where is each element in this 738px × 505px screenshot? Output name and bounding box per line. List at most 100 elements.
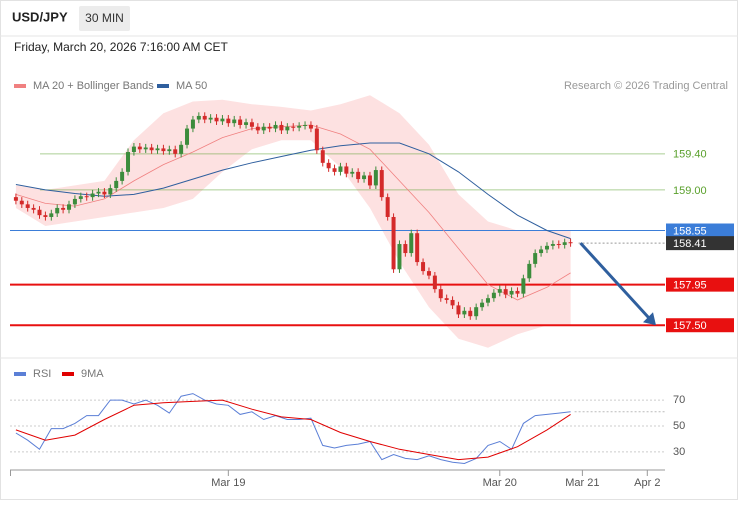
candle-body	[155, 148, 160, 151]
candle-body	[314, 128, 319, 151]
candle-body	[19, 200, 24, 205]
candle-body	[527, 263, 532, 279]
candle-body	[13, 197, 18, 201]
indicator-line	[15, 393, 571, 465]
candle-body	[444, 298, 449, 300]
candle-body	[196, 115, 201, 120]
candle-body	[568, 242, 573, 244]
level-label-box	[666, 223, 734, 238]
x-tick-label: Mar 21	[565, 477, 599, 489]
forecast-arrow	[579, 242, 653, 322]
datetime: Friday, March 20, 2026 7:16:00 AM CET	[14, 40, 229, 54]
candle-body	[468, 310, 473, 317]
symbol: USD/JPY	[12, 9, 68, 24]
level-label: 159.40	[673, 149, 707, 161]
candle-body	[273, 124, 278, 129]
candle-body	[344, 166, 349, 174]
candle-body	[61, 207, 66, 210]
candle-body	[320, 150, 325, 163]
candle-body	[432, 275, 437, 290]
candle-body	[415, 233, 420, 263]
candle-body	[120, 171, 125, 181]
candle-body	[255, 126, 260, 131]
candle-body	[539, 249, 544, 254]
candle-body	[385, 197, 390, 217]
candle-body	[556, 244, 561, 246]
level-label: 158.41	[673, 238, 707, 250]
legend-swatch	[157, 84, 169, 88]
candle-body	[544, 245, 549, 250]
candle-body	[37, 209, 42, 216]
candle-body	[562, 242, 567, 245]
indicator-line	[15, 399, 571, 461]
interval-box[interactable]	[79, 6, 130, 31]
candle-body	[72, 198, 77, 205]
candle-body	[308, 124, 313, 129]
candle-body	[161, 148, 166, 152]
candle-body	[49, 213, 54, 217]
candle-body	[244, 122, 249, 125]
candle-body	[78, 196, 83, 199]
y-tick-label: 30	[673, 446, 685, 458]
candle-body	[261, 126, 266, 131]
x-tick-label: Mar 20	[483, 477, 517, 489]
candle-body	[102, 191, 107, 195]
candle-body	[202, 115, 207, 120]
level-label-box	[666, 277, 734, 292]
y-tick-label: 50	[673, 420, 685, 432]
candle-body	[503, 289, 508, 295]
candle-body	[474, 307, 479, 317]
candle-body	[167, 149, 172, 152]
candle-body	[126, 152, 131, 172]
candle-body	[238, 119, 243, 125]
forecast-arrowhead	[643, 312, 656, 326]
candle-body	[450, 299, 455, 306]
candle-body	[462, 310, 467, 315]
candle-body	[409, 233, 414, 254]
candle-body	[491, 292, 496, 299]
candle-body	[185, 128, 190, 145]
level-label: 158.55	[673, 225, 707, 237]
candle-body	[515, 290, 520, 294]
candle-body	[143, 147, 148, 150]
credit: Research © 2026 Trading Central	[564, 80, 728, 92]
ma-line	[15, 142, 571, 240]
candle-body	[456, 305, 461, 315]
candle-body	[332, 168, 337, 172]
candle-body	[25, 204, 30, 208]
candle-body	[303, 124, 308, 126]
candle-body	[509, 290, 514, 295]
legend-label: MA 50	[176, 80, 207, 92]
legend-swatch	[62, 372, 74, 376]
candle-body	[485, 298, 490, 303]
candle-body	[108, 188, 113, 195]
candle-body	[291, 126, 296, 128]
candle-body	[279, 124, 284, 131]
candle-body	[55, 207, 60, 214]
candle-body	[67, 204, 72, 210]
candle-body	[533, 253, 538, 264]
legend-swatch	[14, 372, 26, 376]
candle-body	[131, 146, 136, 153]
candle-body	[31, 207, 36, 210]
level-label: 157.50	[673, 320, 707, 332]
candle-body	[397, 244, 402, 270]
x-tick-label: Mar 19	[211, 477, 245, 489]
candle-body	[497, 289, 502, 293]
candle-body	[190, 119, 195, 129]
candle-body	[179, 144, 184, 154]
candle-body	[403, 244, 408, 254]
candle-body	[267, 126, 272, 129]
level-label: 159.00	[673, 185, 707, 197]
candle-body	[114, 180, 119, 189]
x-tick-label: Apr 2	[634, 477, 660, 489]
candle-body	[379, 170, 384, 198]
candle-body	[338, 166, 343, 172]
legend-label: RSI	[33, 368, 51, 380]
candle-body	[438, 289, 443, 299]
interval[interactable]: 30 MIN	[85, 11, 124, 25]
candle-body	[96, 191, 101, 194]
legend-label: 9MA	[81, 368, 104, 380]
candle-body	[550, 244, 555, 246]
